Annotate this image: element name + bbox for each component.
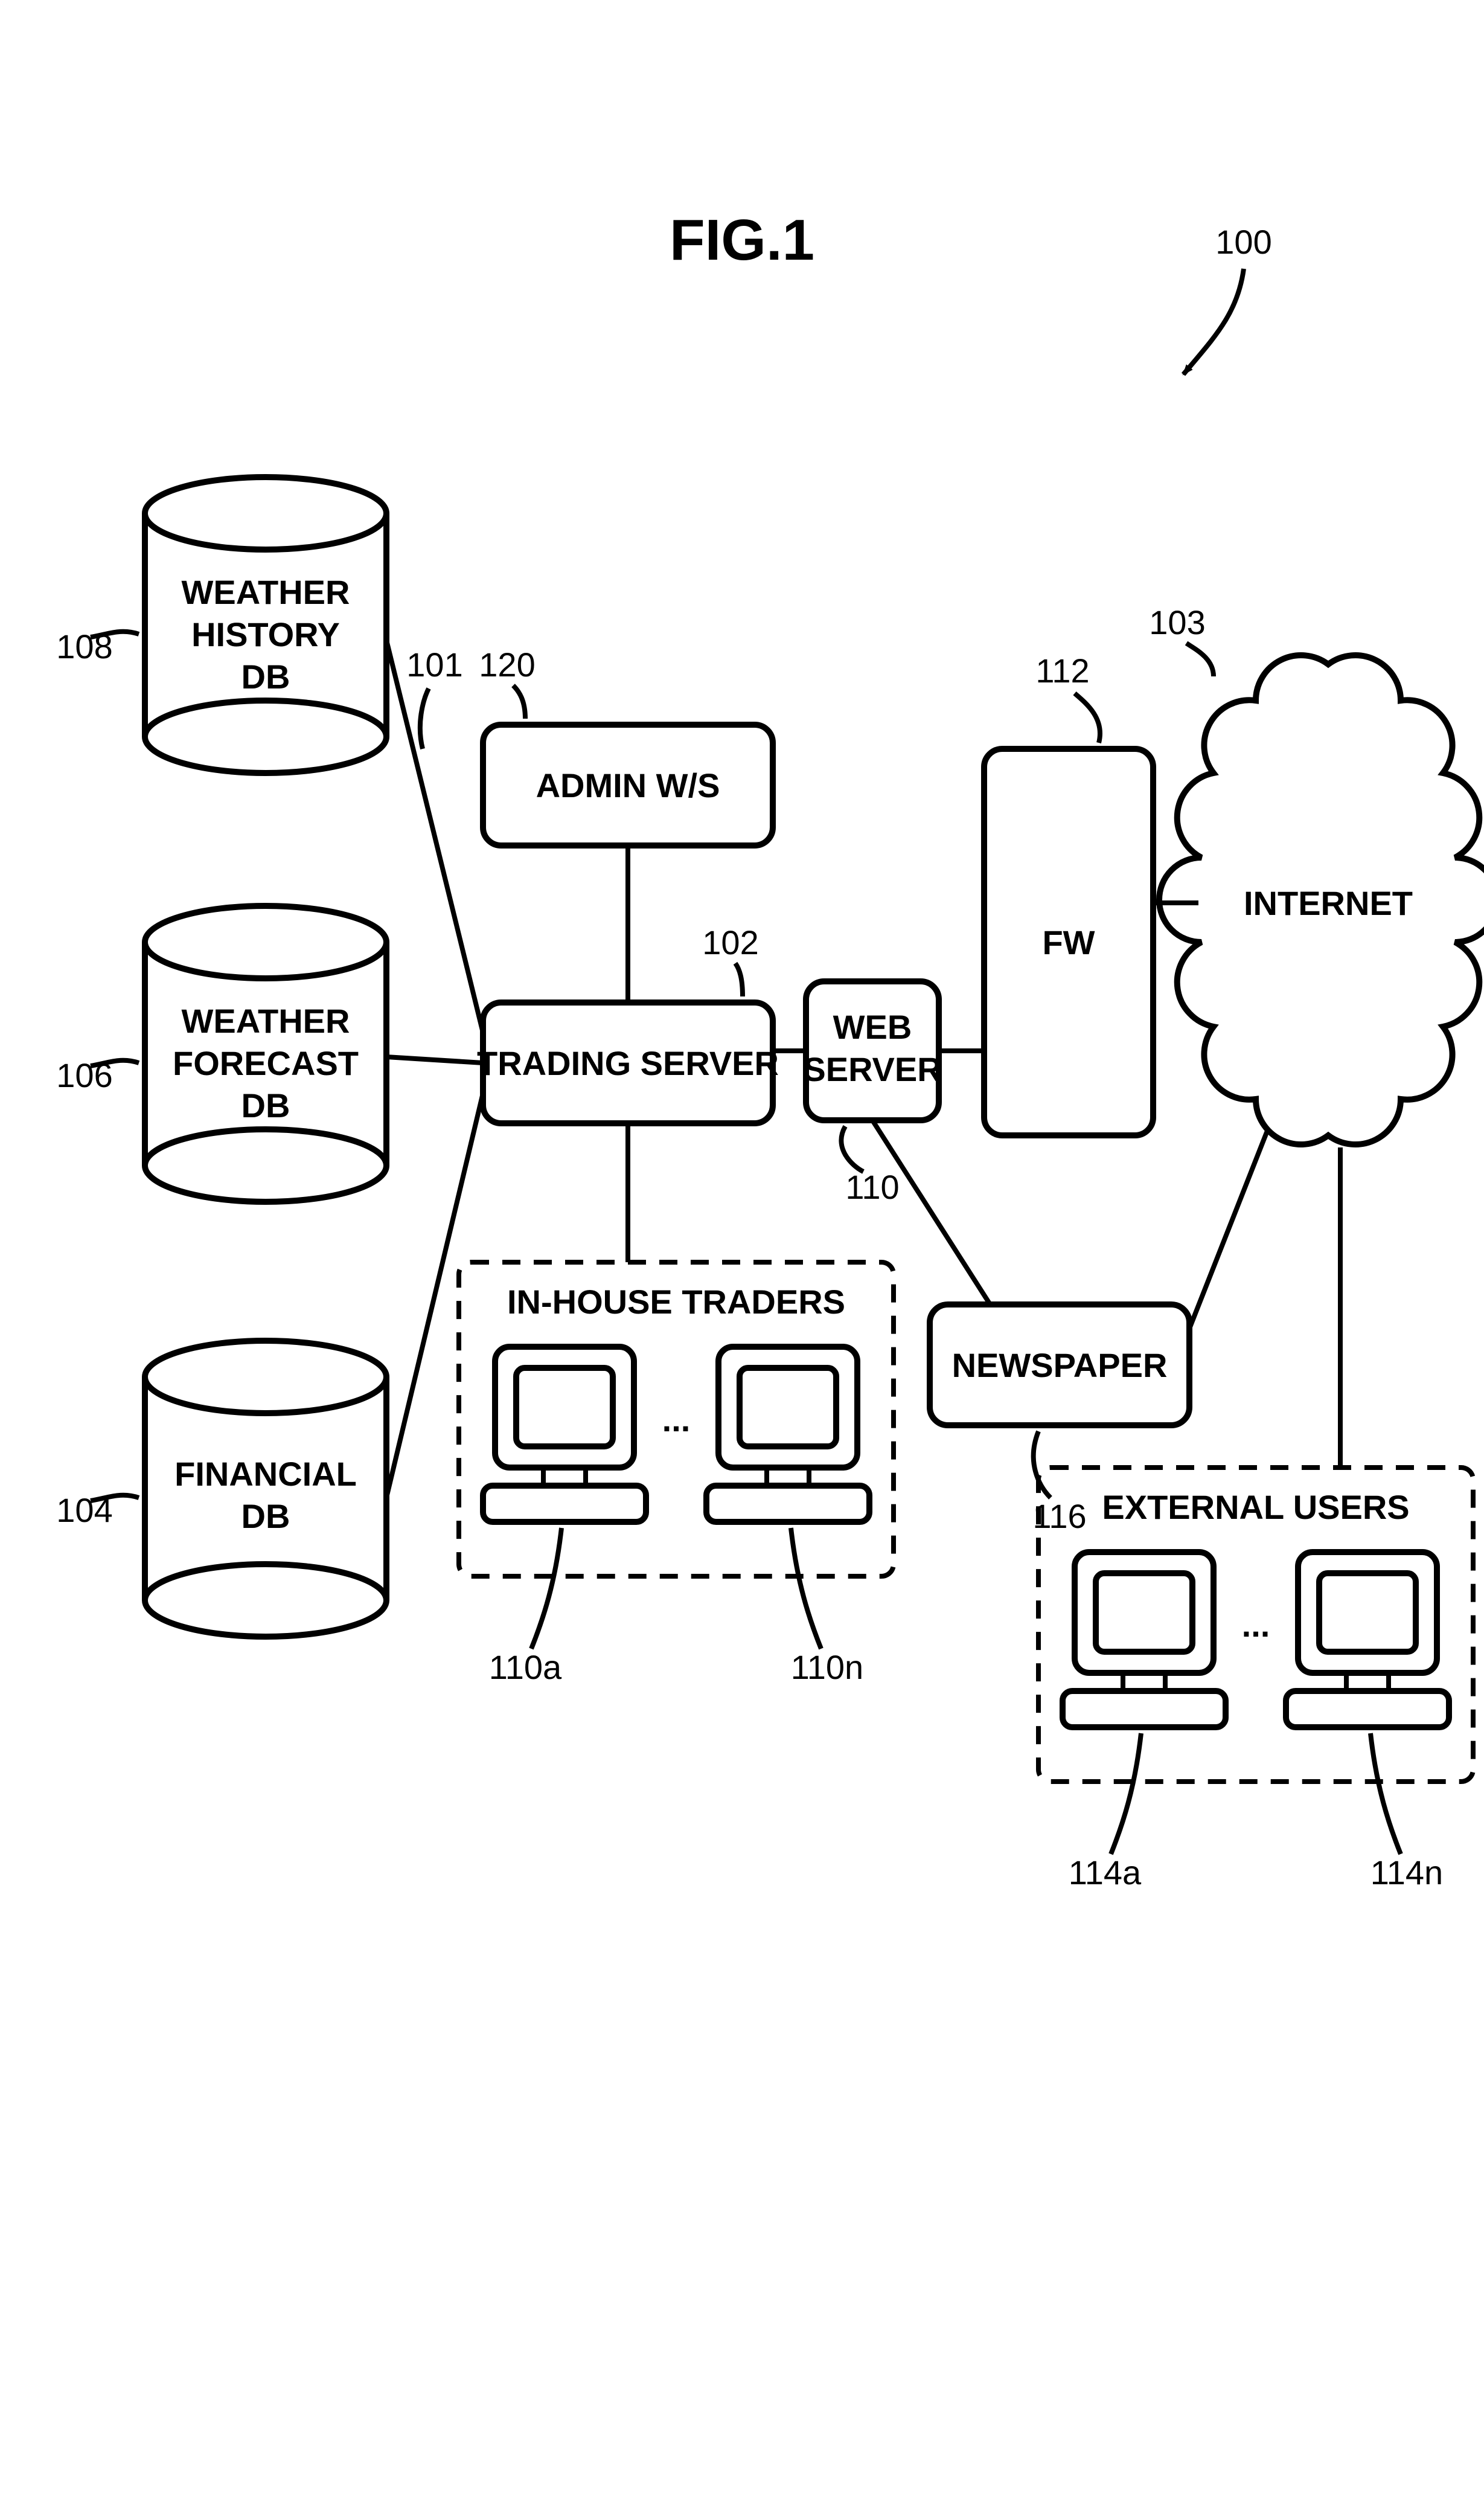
db-forecast-l2: FORECAST (173, 1044, 359, 1082)
external-terminal-n (1286, 1552, 1449, 1727)
inhouse-ellipsis: ... (662, 1401, 691, 1439)
ref-110a: 110a (489, 1648, 562, 1686)
external-ellipsis: ... (1242, 1606, 1270, 1644)
figure-title: FIG.1 (670, 208, 814, 272)
ref-102: 102 (702, 923, 758, 961)
ref-100-arrow (1183, 269, 1244, 374)
ref-110: 110 (845, 1168, 899, 1206)
external-terminal-a (1063, 1552, 1226, 1727)
ref-110a-lead (531, 1528, 561, 1649)
db-forecast-l1: WEATHER (182, 1002, 350, 1040)
ref-110n: 110n (791, 1648, 863, 1686)
db-history-l3: DB (241, 658, 290, 696)
inhouse-terminal-a (483, 1347, 646, 1522)
ref-116-lead (1034, 1431, 1051, 1498)
ref-114n: 114n (1370, 1853, 1443, 1891)
ref-120-lead (513, 685, 525, 719)
web-server-l2: SERVER (803, 1050, 941, 1088)
external-label: EXTERNAL USERS (1102, 1488, 1409, 1526)
db-history-l1: WEATHER (182, 573, 350, 611)
newspaper-label: NEWSPAPER (952, 1346, 1168, 1384)
ref-101: 101 (406, 646, 462, 684)
ref-102-lead (735, 963, 743, 996)
ref-112: 112 (1035, 652, 1089, 690)
ref-114n-lead (1370, 1733, 1401, 1854)
db-financial: FINANCIAL DB (145, 1341, 386, 1637)
ref-101-lead (420, 688, 429, 749)
inhouse-terminal-n (706, 1347, 869, 1522)
ref-110-lead (841, 1126, 863, 1172)
db-financial-l2: DB (241, 1497, 290, 1535)
db-forecast-l3: DB (241, 1086, 290, 1125)
internet-cloud: INTERNET (1159, 655, 1484, 1144)
db-financial-l1: FINANCIAL (174, 1455, 357, 1493)
ref-103-lead (1186, 643, 1214, 676)
db-weather-history: WEATHER HISTORY DB (145, 477, 386, 773)
db-history-l2: HISTORY (191, 615, 340, 653)
web-server-l1: WEB (833, 1008, 912, 1046)
ref-114a-lead (1111, 1733, 1141, 1854)
ref-114a: 114a (1069, 1853, 1142, 1891)
ref-120: 120 (479, 646, 535, 684)
ref-103: 103 (1149, 603, 1205, 641)
inhouse-label: IN-HOUSE TRADERS (507, 1283, 845, 1321)
admin-ws-label: ADMIN W/S (536, 766, 720, 804)
ref-100: 100 (1215, 223, 1271, 261)
db-weather-forecast: WEATHER FORECAST DB (145, 906, 386, 1202)
fw-label: FW (1042, 923, 1095, 961)
trading-server-label: TRADING SERVER (477, 1044, 779, 1082)
internet-label: INTERNET (1244, 884, 1413, 922)
ref-110n-lead (791, 1528, 821, 1649)
ref-112-lead (1075, 693, 1100, 743)
